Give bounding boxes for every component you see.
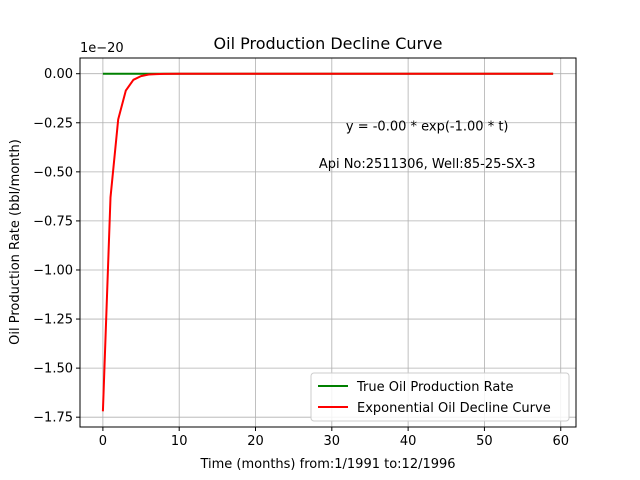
annotation-text: y = -0.00 * exp(-1.00 * t) [346, 120, 509, 135]
legend-label-true-rate: True Oil Production Rate [356, 380, 513, 395]
y-tick-label: −1.00 [33, 263, 73, 278]
plot-frame [79, 57, 577, 428]
legend: True Oil Production Rate Exponential Oil… [310, 372, 570, 422]
x-tick-label: 40 [400, 434, 417, 449]
y-tick-label: −1.75 [33, 411, 73, 426]
annotation-text: Api No:2511306, Well:85-25-SX-3 [319, 157, 536, 172]
legend-box [310, 372, 570, 422]
x-axis-label: Time (months) from:1/1991 to:12/1996 [199, 457, 455, 472]
y-tick-label: −1.50 [33, 362, 73, 377]
x-tick-label: 0 [99, 434, 107, 449]
x-tick-label: 60 [552, 434, 569, 449]
y-tick-label: −0.50 [33, 165, 73, 180]
series-layer [101, 72, 554, 412]
y-tick-label: −0.75 [33, 214, 73, 229]
y-axis-label: Oil Production Rate (bbl/month) [8, 139, 23, 345]
annotation-layer: y = -0.00 * exp(-1.00 * t) Api No:2511306… [319, 120, 536, 172]
x-tick-label: 10 [171, 434, 188, 449]
y-tick-label: 0.00 [44, 67, 73, 82]
tick-layer: 0 10 20 30 40 50 60 0.00 −0.25 −0.50 −0.75 −1.00 −1.… [33, 67, 569, 449]
legend-label-decline-curve: Exponential Oil Decline Curve [357, 401, 551, 416]
y-offset-label: 1e−20 [80, 41, 124, 56]
x-tick-label: 20 [247, 434, 264, 449]
x-tick-label: 30 [324, 434, 341, 449]
y-tick-label: −0.25 [33, 116, 73, 131]
chart-title: Oil Production Decline Curve [214, 34, 443, 53]
y-tick-label: −1.25 [33, 313, 73, 328]
series-line-decline-curve [101, 72, 554, 412]
x-tick-label: 50 [476, 434, 493, 449]
